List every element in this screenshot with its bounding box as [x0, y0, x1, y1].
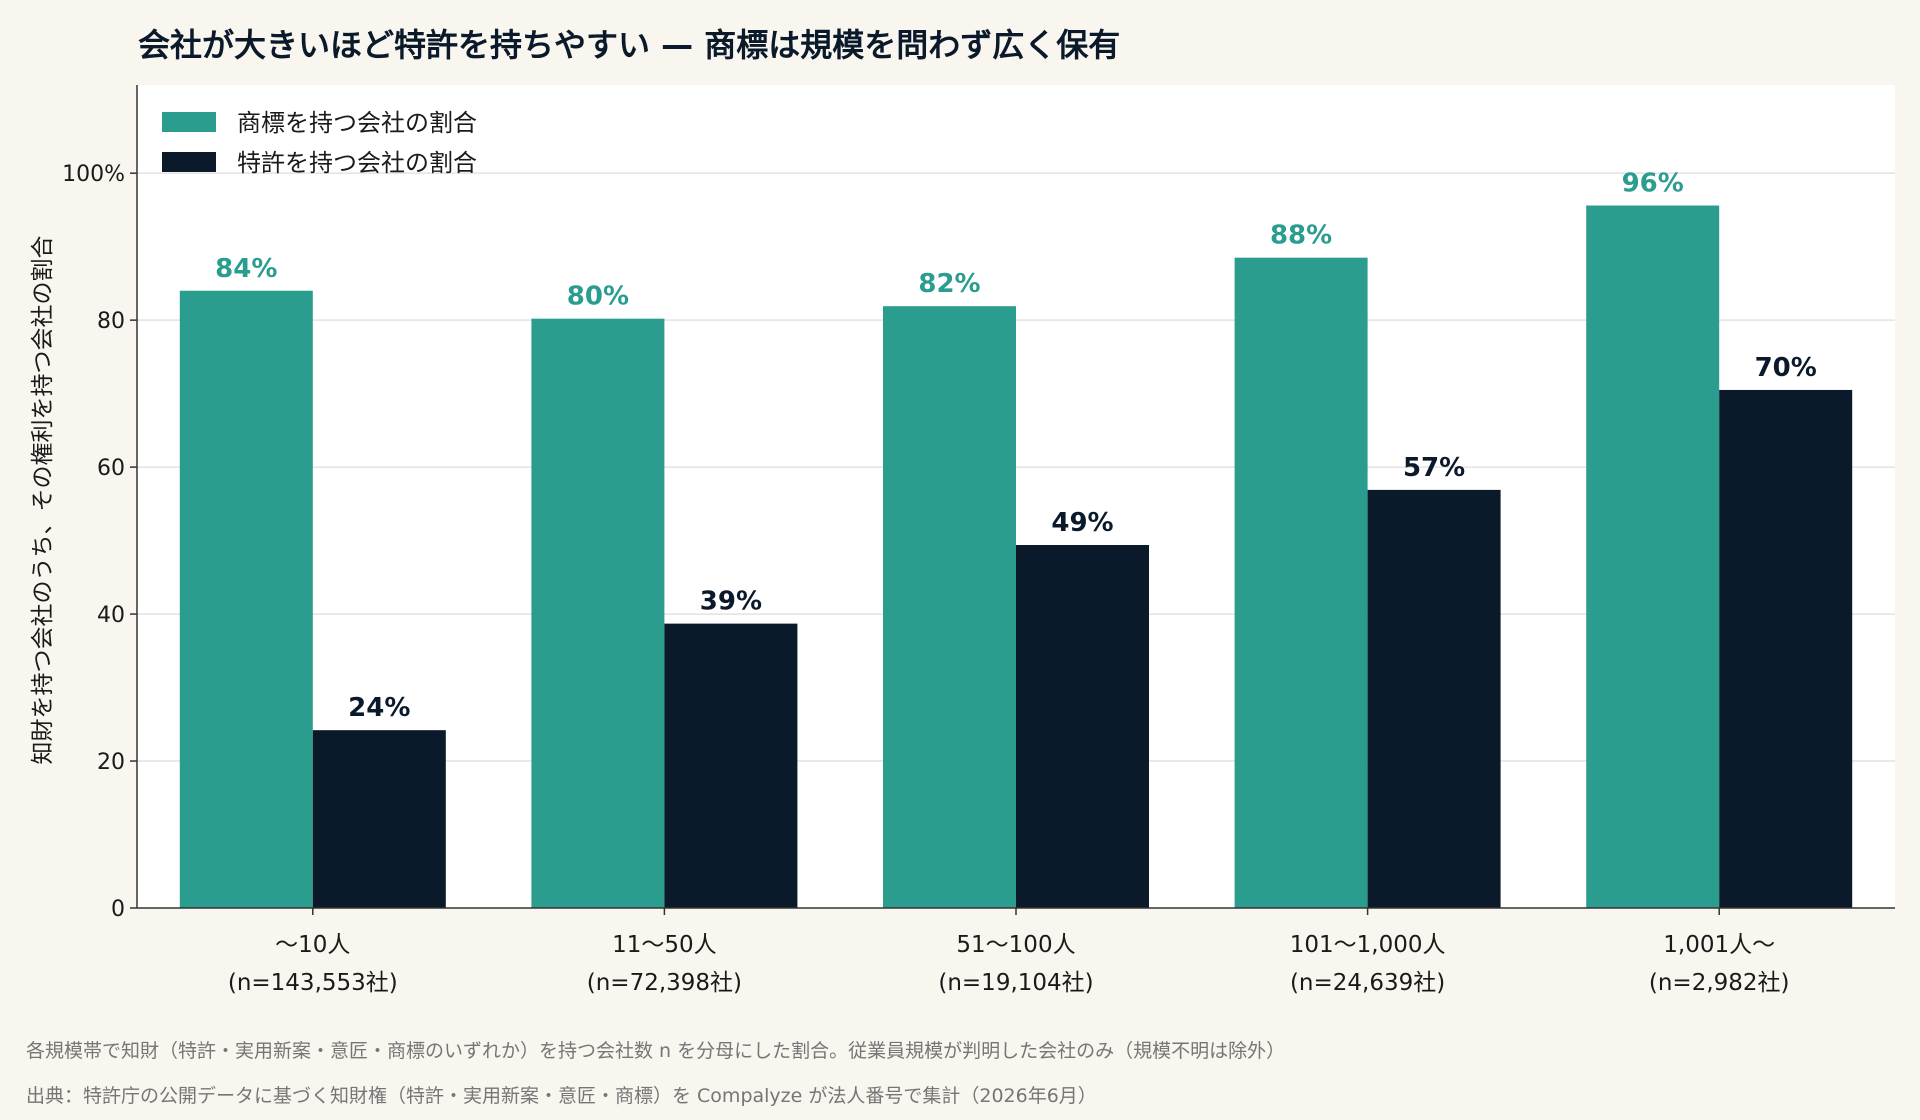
- x-tick-sublabel: (n=2,982社): [1649, 970, 1790, 996]
- bar: [1719, 389, 1853, 908]
- legend-label: 特許を持つ会社の割合: [237, 149, 477, 177]
- data-label: 88%: [1270, 221, 1332, 251]
- bar: [531, 318, 665, 908]
- source-note: 出典：特許庁の公開データに基づく知財権（特許・実用新案・意匠・商標）を Comp…: [26, 1085, 1097, 1107]
- data-label: 24%: [348, 693, 410, 723]
- data-label: 49%: [1051, 508, 1113, 538]
- x-tick-label: 1,001人〜: [1663, 932, 1775, 958]
- bar: [312, 730, 446, 908]
- bar: [664, 623, 798, 908]
- data-label: 80%: [567, 282, 629, 312]
- data-label: 57%: [1403, 453, 1465, 483]
- x-tick-sublabel: (n=24,639社): [1290, 970, 1445, 996]
- bar: [1016, 544, 1149, 908]
- y-axis-label: 知財を持つ会社のうち、その権利を持つ会社の割合: [30, 235, 56, 765]
- y-tick-label: 100%: [62, 162, 125, 187]
- legend-swatch: [162, 112, 216, 132]
- data-label: 84%: [215, 254, 277, 284]
- data-label: 96%: [1622, 169, 1684, 199]
- bar: [179, 290, 313, 908]
- y-tick-label: 60: [97, 456, 125, 481]
- y-tick-label: 20: [97, 750, 125, 775]
- data-label: 82%: [918, 269, 980, 299]
- data-label: 70%: [1755, 353, 1817, 383]
- y-tick-label: 40: [97, 603, 125, 628]
- x-tick-sublabel: (n=143,553社): [228, 970, 398, 996]
- x-tick-sublabel: (n=72,398社): [587, 970, 742, 996]
- data-label: 39%: [700, 587, 762, 617]
- x-tick-label: 〜10人: [275, 932, 350, 958]
- bar: [883, 306, 1016, 908]
- x-tick-label: 51〜100人: [956, 932, 1075, 958]
- bar: [1586, 205, 1720, 908]
- footnote: 各規模帯で知財（特許・実用新案・意匠・商標のいずれか）を持つ会社数 n を分母に…: [26, 1040, 1286, 1062]
- legend-label: 商標を持つ会社の割合: [237, 109, 477, 137]
- x-tick-label: 101〜1,000人: [1290, 932, 1446, 958]
- y-tick-label: 0: [111, 897, 125, 922]
- chart-title: 会社が大きいほど特許を持ちやすい — 商標は規模を問わず広く保有: [138, 26, 1121, 64]
- x-tick-label: 11〜50人: [612, 932, 717, 958]
- y-tick-label: 80: [97, 309, 125, 334]
- x-tick-sublabel: (n=19,104社): [938, 970, 1093, 996]
- legend-swatch: [162, 152, 216, 172]
- bar: [1234, 257, 1368, 908]
- bar: [1367, 489, 1501, 908]
